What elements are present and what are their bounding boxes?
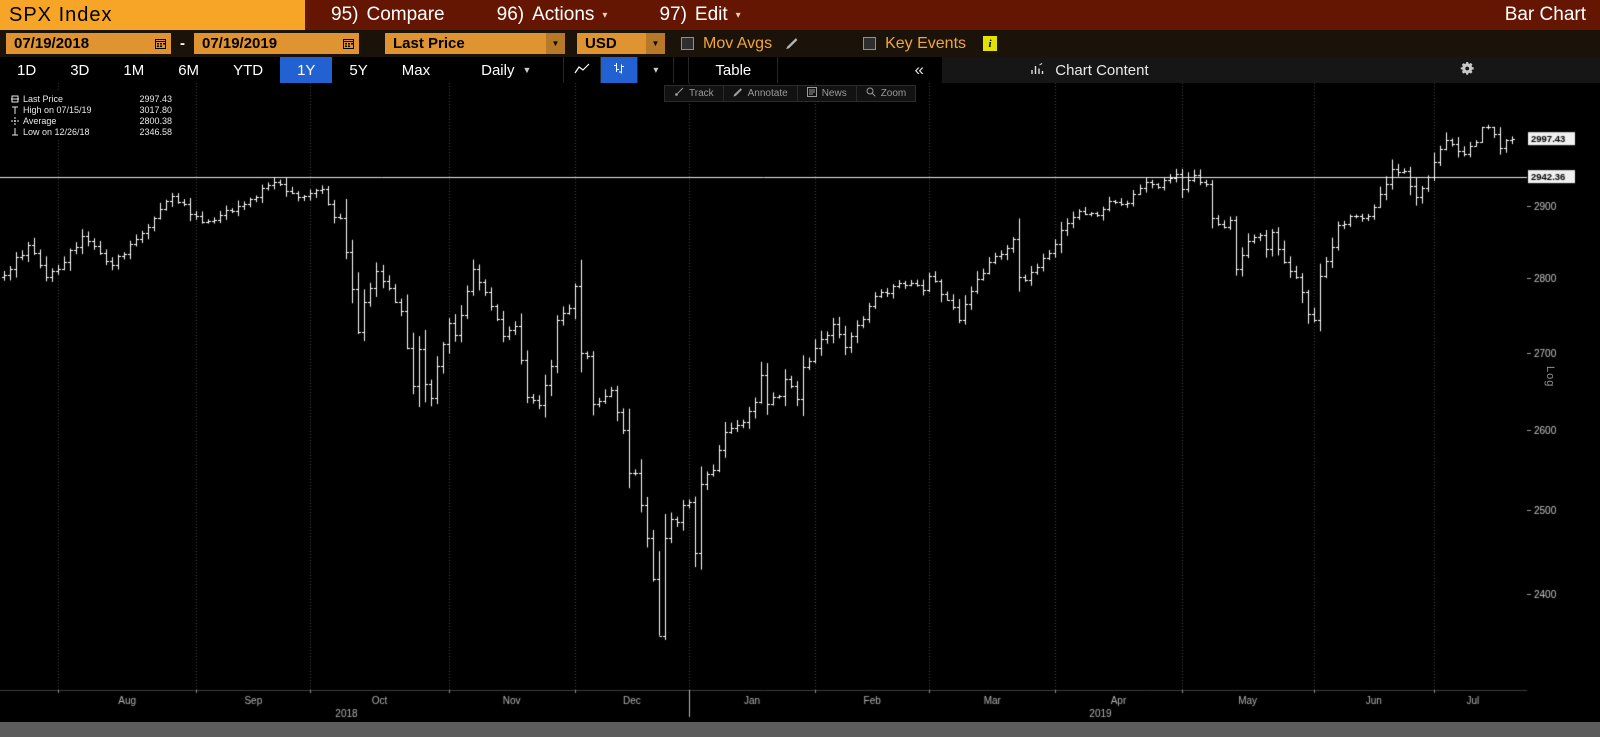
legend-label: Average (23, 115, 57, 126)
menu-number: 97) (659, 4, 687, 25)
currency-value: USD (585, 35, 617, 52)
chart-type-caret-button[interactable]: ▾ (637, 57, 675, 83)
mov-avgs-checkbox[interactable] (681, 37, 694, 50)
price-field-value: Last Price (393, 35, 465, 52)
line-chart-button[interactable] (563, 57, 600, 83)
legend-label: Low on 12/26/18 (23, 126, 90, 137)
range-button-3d[interactable]: 3D (70, 61, 90, 79)
menu-number: 95) (331, 4, 359, 25)
settings-gear-button[interactable] (1452, 57, 1482, 83)
news-icon (806, 87, 817, 100)
ticker-tab[interactable]: SPX Index (0, 0, 305, 30)
annotate-pencil-icon (733, 87, 743, 100)
caret-down-icon: ▼ (546, 33, 565, 54)
caret-down-icon: ▼ (522, 65, 532, 75)
zoom-magnifier-icon (866, 87, 876, 100)
top-menu-bar: SPX Index 95) Compare 96) Actions ▾ 97) … (0, 0, 1600, 30)
last-price-marker-icon (10, 94, 19, 103)
log-scale-label[interactable]: Log (1544, 366, 1556, 388)
gear-icon (1460, 61, 1475, 80)
menu-number: 96) (496, 4, 525, 25)
chart-content-button[interactable]: Chart Content (1055, 61, 1149, 79)
range-button-1d[interactable]: 1D (17, 61, 37, 79)
legend-label: High on 07/15/19 (23, 104, 92, 115)
mov-avgs-label: Mov Avgs (703, 34, 773, 52)
chart-mode-title: Bar Chart (1504, 4, 1586, 25)
caret-down-icon: ▼ (646, 33, 665, 54)
legend-item: Last Price 2997.43 (10, 93, 172, 104)
chart-region: Last Price 2997.43 High on 07/15/19 3017… (0, 83, 1600, 722)
mini-button-label: Annotate (747, 88, 788, 99)
legend-value: 2997.43 (139, 93, 172, 104)
mini-button-label: Track (689, 88, 714, 99)
pencil-icon[interactable] (785, 37, 799, 50)
news-button[interactable]: News (798, 86, 857, 101)
menu-item-edit[interactable]: 97) Edit ▾ (633, 0, 766, 30)
info-icon[interactable]: i (983, 36, 998, 51)
legend-item: High on 07/15/19 3017.80 (10, 104, 172, 115)
start-date-input[interactable]: 07/19/2018 (6, 33, 171, 54)
menu-item-compare[interactable]: 95) Compare (305, 0, 471, 30)
range-button-1m[interactable]: 1M (123, 61, 145, 79)
chart-content-icon (1030, 62, 1045, 79)
price-chart-canvas[interactable] (0, 83, 1600, 722)
low-marker-icon (10, 127, 19, 136)
range-button-6m[interactable]: 6M (178, 61, 200, 79)
caret-down-icon: ▾ (735, 9, 741, 21)
legend-value: 3017.80 (139, 104, 172, 115)
legend-value: 2346.58 (139, 126, 172, 137)
key-events-checkbox[interactable] (863, 37, 877, 50)
end-date-value: 07/19/2019 (202, 35, 278, 52)
range-button-max[interactable]: Max (401, 61, 431, 79)
mini-button-label: Zoom (880, 88, 907, 99)
chart-mini-toolbar: Track Annotate News Zoom (664, 85, 917, 102)
price-field-select[interactable]: Last Price ▼ (385, 33, 565, 54)
line-chart-icon (574, 62, 590, 79)
currency-select[interactable]: USD ▼ (577, 33, 665, 54)
range-button-ytd[interactable]: YTD (233, 61, 264, 79)
range-button-5y[interactable]: 5Y (349, 61, 368, 79)
start-date-value: 07/19/2018 (14, 35, 90, 52)
legend-value: 2800.38 (139, 115, 172, 126)
high-marker-icon (10, 105, 19, 114)
key-events-label: Key Events (885, 34, 967, 52)
menu-label: Edit (694, 4, 728, 25)
legend-item: Low on 12/26/18 2346.58 (10, 126, 172, 137)
menu-label: Compare (366, 4, 445, 25)
ohlc-bars-icon (612, 62, 626, 79)
menu-label: Actions (532, 4, 595, 25)
legend-item: Average 2800.38 (10, 115, 172, 126)
chart-content-panel: Chart Content (942, 57, 1600, 83)
date-range-separator: - (180, 35, 185, 52)
zoom-button[interactable]: Zoom (857, 86, 916, 101)
calendar-icon[interactable] (155, 38, 166, 49)
annotate-button[interactable]: Annotate (724, 86, 798, 101)
caret-down-icon: ▾ (602, 9, 608, 21)
collapse-panel-button[interactable]: « (914, 60, 924, 79)
menu-item-actions[interactable]: 96) Actions ▾ (471, 0, 634, 30)
legend-label: Last Price (23, 93, 64, 104)
toolbar-spacer (778, 57, 896, 83)
frequency-select[interactable]: Daily ▼ (471, 57, 541, 83)
period-bar: 1D 3D 1M 6M YTD 1Y 5Y Max Daily ▼ ▾ Tabl… (0, 57, 1600, 83)
average-marker-icon (10, 116, 19, 125)
chart-legend: Last Price 2997.43 High on 07/15/19 3017… (6, 91, 178, 140)
mini-button-label: News (821, 88, 847, 99)
caret-down-icon: ▾ (653, 64, 659, 76)
bottom-scrollbar[interactable] (0, 722, 1600, 737)
range-button-1y[interactable]: 1Y (280, 57, 333, 83)
calendar-icon[interactable] (343, 38, 354, 49)
frequency-value: Daily (481, 61, 515, 79)
bar-chart-button[interactable] (600, 57, 638, 83)
track-icon (674, 87, 684, 100)
track-button[interactable]: Track (665, 86, 724, 101)
settings-bar: 07/19/2018 - 07/19/2019 Last Price ▼ USD… (0, 30, 1600, 57)
table-button[interactable]: Table (688, 57, 779, 83)
end-date-input[interactable]: 07/19/2019 (194, 33, 359, 54)
